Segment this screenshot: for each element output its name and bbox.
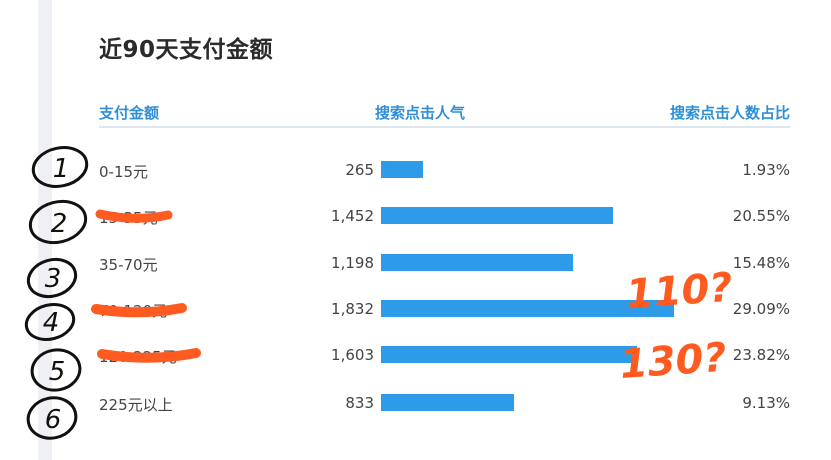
popularity-bar — [381, 254, 573, 271]
popularity-bar — [381, 394, 514, 411]
circled-number-mark — [28, 199, 88, 245]
highlight-stroke — [95, 209, 173, 223]
table-row: 225元以上 833 9.13% — [52, 392, 812, 416]
circled-number-mark — [26, 257, 78, 299]
circled-number-text: 4 — [43, 308, 60, 338]
popularity-value: 1,452 — [331, 207, 374, 225]
circled-number-text: 2 — [51, 209, 68, 239]
popularity-value: 265 — [345, 161, 374, 179]
popularity-value: 833 — [345, 394, 374, 412]
circled-number-text: 5 — [49, 357, 66, 387]
circled-number-text: 6 — [45, 405, 62, 435]
payment-amount-panel: 近90天支付金额 支付金额 搜索点击人气 搜索点击人数占比 0-15元 265 … — [52, 0, 812, 460]
popularity-value: 1,832 — [331, 300, 374, 318]
circled-number-text: 1 — [53, 154, 70, 184]
highlight-stroke — [91, 303, 187, 318]
note-130: 130? — [618, 335, 728, 388]
ratio-value: 20.55% — [732, 207, 790, 225]
popularity-bar — [381, 346, 637, 363]
popularity-value: 1,198 — [331, 254, 374, 272]
circled-number-mark — [31, 146, 89, 188]
circled-number-mark — [26, 396, 78, 440]
popularity-bar — [381, 300, 674, 317]
amount-label: 225元以上 — [99, 396, 173, 414]
header-divider — [99, 126, 790, 128]
highlight-stroke — [97, 348, 201, 363]
left-rail — [38, 0, 52, 460]
circled-number-mark — [24, 303, 76, 341]
popularity-bar — [381, 207, 613, 224]
note-110: 110? — [624, 265, 734, 318]
header-amount: 支付金额 — [99, 104, 160, 122]
header-ratio: 搜索点击人数占比 — [669, 104, 790, 122]
table-row: 35-70元 1,198 15.48% — [52, 252, 812, 276]
panel-title: 近90天支付金额 — [99, 37, 274, 63]
ratio-value: 1.93% — [742, 161, 790, 179]
ratio-value: 9.13% — [742, 394, 790, 412]
header-popularity: 搜索点击人气 — [375, 104, 466, 122]
popularity-value: 1,603 — [331, 346, 374, 364]
popularity-bar — [381, 161, 423, 178]
circled-number-mark — [30, 348, 82, 392]
table-row: 0-15元 265 1.93% — [52, 159, 812, 183]
circled-number-text: 3 — [45, 264, 62, 294]
ratio-value: 23.82% — [732, 346, 790, 364]
amount-label: 0-15元 — [99, 163, 149, 181]
ratio-value: 15.48% — [732, 254, 790, 272]
amount-label: 35-70元 — [99, 256, 158, 274]
ratio-value: 29.09% — [732, 300, 790, 318]
